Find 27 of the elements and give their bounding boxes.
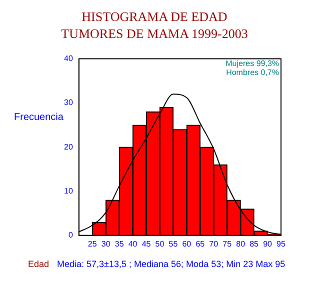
x-tick-label: 70 bbox=[209, 239, 219, 248]
y-tick-label: 20 bbox=[64, 142, 74, 152]
x-tick-label: 45 bbox=[142, 239, 152, 248]
annotation: Mujeres 99,3% bbox=[226, 59, 279, 68]
x-tick-label: 75 bbox=[222, 239, 232, 248]
x-tick-label: 50 bbox=[155, 239, 165, 248]
chart-title: HISTOGRAMA DE EDAD bbox=[80, 8, 228, 25]
x-tick-label: 65 bbox=[196, 239, 206, 248]
y-axis-title: Frecuencia bbox=[14, 112, 64, 123]
x-tick-label: 80 bbox=[236, 239, 246, 248]
annotation: Hombres 0,7% bbox=[226, 68, 279, 78]
chart-subtitle: TUMORES DE MAMA 1999-2003 bbox=[60, 25, 249, 42]
x-tick-label: 60 bbox=[182, 239, 192, 248]
x-tick-label: 55 bbox=[168, 239, 178, 248]
x-tick-label: 30 bbox=[101, 239, 111, 248]
y-tick-label: 30 bbox=[64, 98, 74, 108]
y-tick-label: 10 bbox=[64, 186, 74, 196]
y-tick-label: 40 bbox=[64, 54, 74, 64]
text: Media: 57,3±13,5 ; Mediana 56; Moda 53; Min 23 Max 95 bbox=[57, 259, 286, 269]
x-tick-label: 85 bbox=[250, 239, 260, 248]
x-tick-label: 35 bbox=[114, 239, 124, 248]
x-tick-label: 25 bbox=[88, 239, 98, 248]
x-tick-label: 95 bbox=[276, 239, 286, 248]
x-tick-label: 90 bbox=[263, 239, 273, 248]
x-tick-label: 40 bbox=[128, 239, 138, 248]
y-tick-label: 0 bbox=[68, 230, 74, 240]
x-axis-title: Edad bbox=[28, 259, 50, 269]
